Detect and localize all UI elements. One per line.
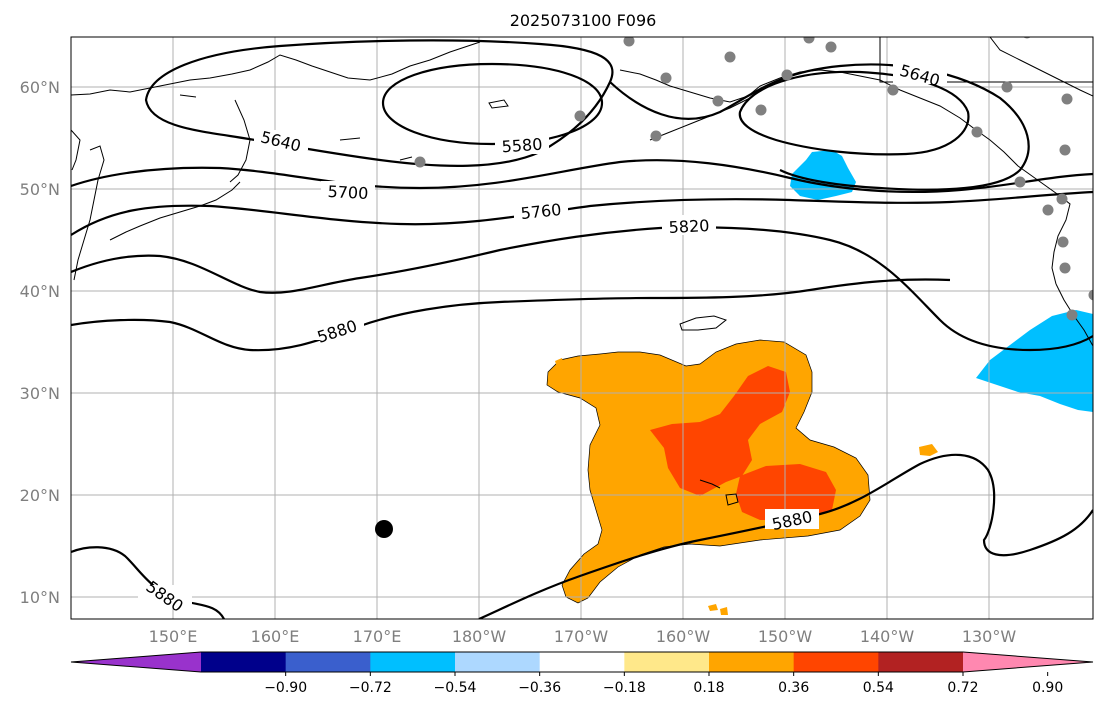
station-dot — [781, 69, 793, 81]
map-frame — [70, 36, 1094, 620]
colorbar-tick-label: −0.72 — [349, 680, 392, 696]
station-dot — [414, 156, 426, 168]
station-markers — [414, 37, 1093, 321]
colorbar-cell — [201, 652, 287, 672]
lat-tick-label: 50°N — [20, 180, 60, 199]
station-dot — [1056, 193, 1068, 205]
lat-tick-label: 10°N — [20, 588, 60, 607]
colorbar-ticks: −0.90 −0.72 −0.54 −0.36 −0.18 0.18 0.36 0.54 0.7… — [264, 672, 1063, 696]
contour-5760 — [71, 190, 1093, 236]
colorbar-cell — [370, 652, 456, 672]
station-dot — [971, 126, 983, 138]
contour-label: 5760 — [520, 200, 562, 223]
colorbar-tick-label: −0.36 — [518, 680, 561, 696]
station-dot — [1057, 236, 1069, 248]
contour-label: 5700 — [327, 182, 369, 203]
colorbar-tick-label: 0.54 — [863, 680, 894, 696]
contour-5820 — [71, 226, 1093, 352]
lon-tick-label: 140°W — [860, 627, 915, 646]
station-dot — [755, 104, 767, 116]
station-dot — [1088, 289, 1093, 301]
station-dot — [1014, 176, 1026, 188]
station-dot — [1059, 144, 1071, 156]
station-dot — [574, 110, 586, 122]
lon-tick-label: 170°W — [554, 627, 609, 646]
contour-label: 5820 — [668, 216, 710, 237]
station-dot — [1066, 309, 1078, 321]
station-dot — [887, 84, 899, 96]
colorbar: −0.90 −0.72 −0.54 −0.36 −0.18 0.18 0.36 0.54 0.7… — [70, 651, 1094, 696]
colorbar-tick-label: 0.36 — [778, 680, 809, 696]
contour-5700 — [71, 159, 1093, 194]
colorbar-tick-label: 0.90 — [1032, 680, 1063, 696]
colorbar-tick-label: −0.54 — [434, 680, 477, 696]
station-dot — [1001, 81, 1013, 93]
colorbar-tick-label: −0.90 — [264, 680, 307, 696]
contour-5580-center — [381, 62, 604, 146]
colorbar-cell — [455, 652, 541, 672]
lon-tick-label: 150°W — [758, 627, 813, 646]
lon-tick-label: 150°E — [149, 627, 198, 646]
colorbar-cell — [878, 652, 964, 672]
contour-5880-north — [71, 278, 951, 352]
colorbar-cells — [70, 651, 1094, 673]
colorbar-outline — [70, 651, 1094, 673]
contour-5880-sw — [71, 546, 225, 619]
colorbar-extend-high — [963, 652, 1093, 672]
lat-tick-label: 20°N — [20, 486, 60, 505]
station-dot — [660, 72, 672, 84]
colorbar-cell — [624, 652, 710, 672]
station-dot — [724, 51, 736, 63]
colorbar-cell — [539, 652, 625, 672]
lat-tick-label: 60°N — [20, 78, 60, 97]
map-background — [71, 37, 1093, 619]
figure-title: 2025073100 F096 — [510, 11, 657, 30]
storm-position-marker — [375, 520, 393, 538]
station-dot — [623, 37, 635, 47]
lon-tick-label: 160°E — [251, 627, 300, 646]
longitude-labels: 150°E 160°E 170°E 180°W 170°W 160°W 150°… — [149, 627, 1017, 646]
station-dot — [1059, 262, 1071, 274]
contour-5580-east — [738, 70, 970, 156]
graticule — [71, 37, 1093, 619]
station-dot — [825, 41, 837, 53]
colorbar-extend-low — [71, 652, 201, 672]
station-dot — [803, 37, 815, 44]
strong-positive-anomaly-region — [650, 366, 836, 520]
height-contours — [71, 39, 1093, 619]
latitude-labels: 60°N 50°N 40°N 30°N 20°N 10°N — [20, 78, 60, 607]
colorbar-tick-label: 0.18 — [693, 680, 724, 696]
lat-tick-label: 30°N — [20, 384, 60, 403]
station-dot — [1061, 93, 1073, 105]
contour-label: 5580 — [501, 135, 543, 157]
lon-tick-label: 180°W — [452, 627, 507, 646]
station-dot — [650, 130, 662, 142]
map-panel: 5580 5640 5640 5700 5760 5820 5880 5880 … — [20, 36, 1094, 646]
lon-tick-label: 130°W — [962, 627, 1017, 646]
colorbar-cell — [709, 652, 795, 672]
lat-tick-label: 40°N — [20, 282, 60, 301]
station-dot — [712, 95, 724, 107]
lon-tick-label: 170°E — [353, 627, 402, 646]
colorbar-cell — [793, 652, 879, 672]
coastlines — [71, 37, 1093, 506]
station-dot — [1042, 204, 1054, 216]
colorbar-tick-label: −0.18 — [603, 680, 646, 696]
lon-tick-label: 160°W — [656, 627, 711, 646]
colorbar-tick-label: 0.72 — [947, 680, 978, 696]
colorbar-cell — [285, 652, 371, 672]
contour-5880-south — [478, 453, 1093, 619]
